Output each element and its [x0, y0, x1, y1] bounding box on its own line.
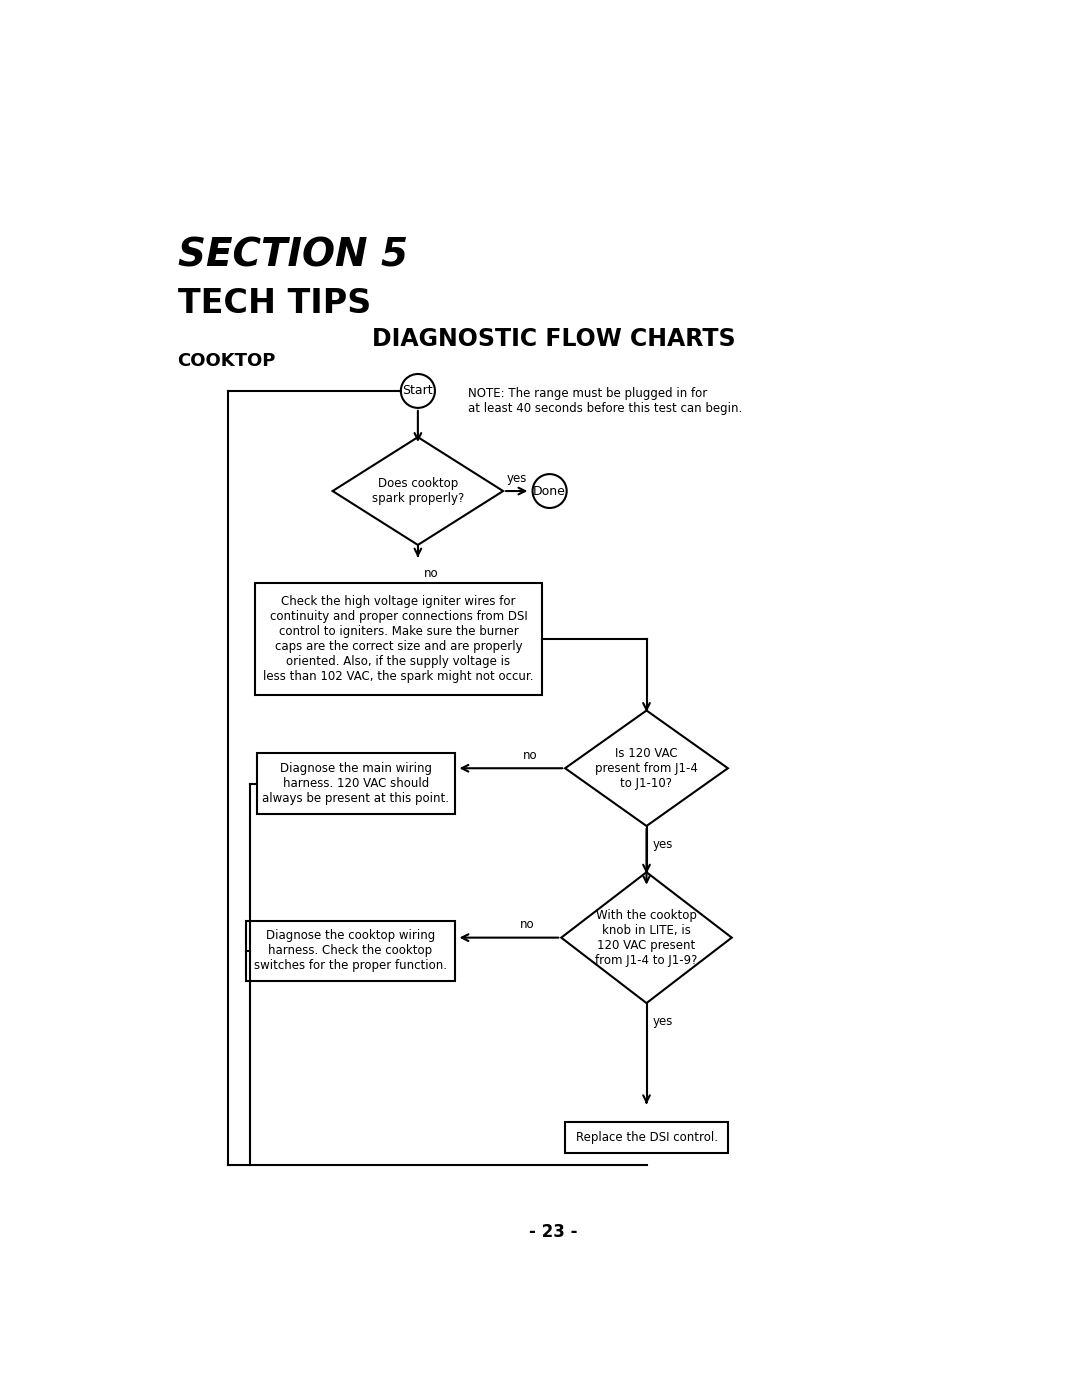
Text: yes: yes — [652, 1014, 673, 1028]
Text: Done: Done — [534, 485, 566, 497]
Text: Replace the DSI control.: Replace the DSI control. — [576, 1132, 717, 1144]
Text: Check the high voltage igniter wires for
continuity and proper connections from : Check the high voltage igniter wires for… — [264, 595, 534, 683]
Text: yes: yes — [507, 472, 527, 485]
Text: DIAGNOSTIC FLOW CHARTS: DIAGNOSTIC FLOW CHARTS — [372, 327, 735, 351]
Text: no: no — [524, 749, 538, 763]
Text: no: no — [424, 567, 438, 580]
Text: yes: yes — [652, 838, 673, 851]
Text: COOKTOP: COOKTOP — [177, 352, 276, 370]
Text: - 23 -: - 23 - — [529, 1222, 578, 1241]
Text: Diagnose the main wiring
harness. 120 VAC should
always be present at this point: Diagnose the main wiring harness. 120 VA… — [262, 763, 449, 805]
Text: no: no — [519, 918, 535, 932]
Text: Start: Start — [403, 384, 433, 397]
Text: NOTE: The range must be plugged in for
at least 40 seconds before this test can : NOTE: The range must be plugged in for a… — [469, 387, 743, 415]
Text: SECTION 5: SECTION 5 — [177, 237, 407, 275]
Text: Is 120 VAC
present from J1-4
to J1-10?: Is 120 VAC present from J1-4 to J1-10? — [595, 747, 698, 789]
Text: Does cooktop
spark properly?: Does cooktop spark properly? — [372, 476, 464, 506]
Text: Diagnose the cooktop wiring
harness. Check the cooktop
switches for the proper f: Diagnose the cooktop wiring harness. Che… — [254, 929, 447, 972]
Text: TECH TIPS: TECH TIPS — [177, 286, 370, 320]
Text: With the cooktop
knob in LITE, is
120 VAC present
from J1-4 to J1-9?: With the cooktop knob in LITE, is 120 VA… — [595, 908, 698, 967]
